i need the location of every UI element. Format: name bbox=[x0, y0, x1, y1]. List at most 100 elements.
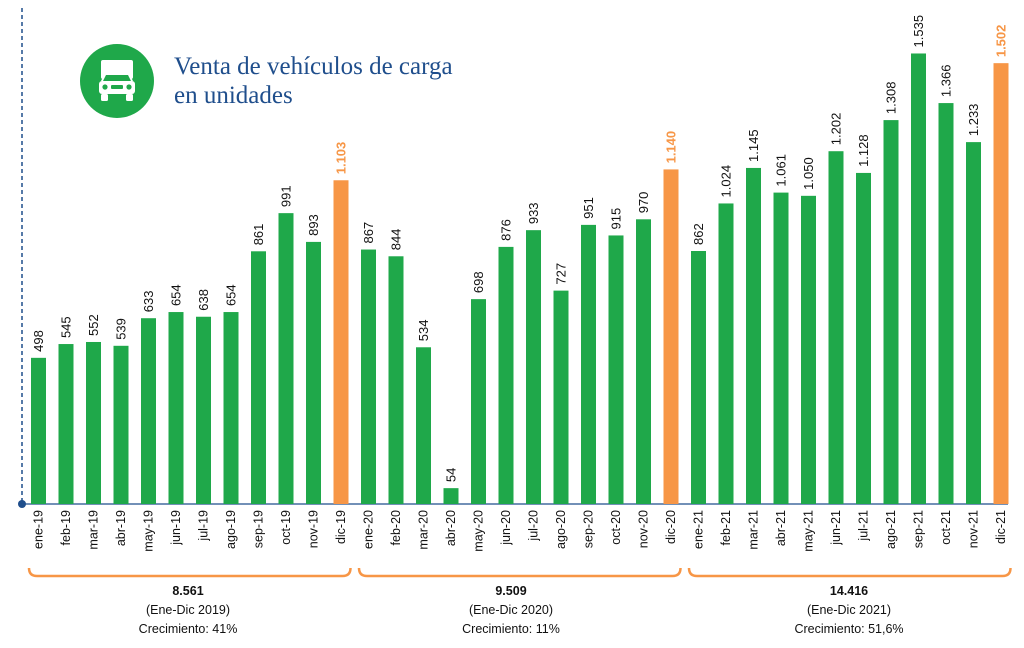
bar-mar-21 bbox=[746, 167, 761, 504]
value-label-nov-21: 1.233 bbox=[966, 104, 981, 137]
summary-total: 9.509 bbox=[495, 584, 527, 598]
value-label-may-19: 633 bbox=[141, 291, 156, 313]
value-label-feb-20: 844 bbox=[389, 229, 404, 251]
value-label-sep-21: 1.535 bbox=[911, 15, 926, 48]
tick-label-oct-19: oct-19 bbox=[279, 510, 293, 545]
bar-ago-21 bbox=[883, 120, 899, 505]
tick-label-jul-19: jul-19 bbox=[197, 510, 211, 542]
year-bracket-2020 bbox=[357, 567, 682, 578]
summary-2021: 14.416 (Ene-Dic 2021) Crecimiento: 51,6% bbox=[719, 582, 979, 639]
tick-label-abr-21: abr-21 bbox=[774, 510, 788, 546]
bar-may-20 bbox=[471, 299, 486, 504]
tick-label-oct-20: oct-20 bbox=[609, 510, 623, 545]
summary-growth: Crecimiento: 11% bbox=[462, 622, 560, 636]
bar-jul-20 bbox=[526, 230, 541, 505]
tick-label-abr-20: abr-20 bbox=[444, 510, 458, 546]
value-label-ene-21: 862 bbox=[691, 223, 706, 245]
value-label-may-20: 698 bbox=[471, 271, 486, 293]
value-label-jul-19: 638 bbox=[196, 289, 211, 311]
value-label-abr-19: 539 bbox=[114, 318, 129, 340]
value-label-mar-21: 1.145 bbox=[746, 129, 761, 162]
bar-ago-19 bbox=[223, 312, 239, 504]
bar-oct-20 bbox=[608, 235, 624, 504]
tick-label-ene-21: ene-21 bbox=[692, 510, 706, 549]
tick-label-may-21: may-21 bbox=[802, 510, 816, 552]
summary-period: (Ene-Dic 2019) bbox=[145, 603, 231, 617]
year-bracket-2019 bbox=[27, 567, 352, 578]
value-label-ago-21: 1.308 bbox=[884, 82, 899, 115]
tick-label-oct-21: oct-21 bbox=[939, 510, 953, 545]
value-label-oct-21: 1.366 bbox=[939, 65, 954, 98]
bar-dic-20 bbox=[663, 169, 679, 504]
tick-label-dic-21: dic-21 bbox=[994, 510, 1008, 544]
tick-label-dic-20: dic-20 bbox=[664, 510, 678, 544]
tick-label-jul-20: jul-20 bbox=[527, 510, 541, 542]
value-label-dic-20: 1.140 bbox=[664, 131, 679, 164]
value-label-nov-20: 970 bbox=[636, 192, 651, 214]
chart-title-line-1: Venta de vehículos de carga bbox=[174, 53, 453, 80]
bar-feb-21 bbox=[718, 203, 734, 504]
value-label-may-21: 1.050 bbox=[801, 157, 816, 190]
tick-label-nov-19: nov-19 bbox=[307, 510, 321, 548]
value-label-feb-21: 1.024 bbox=[719, 165, 734, 198]
year-bracket-2021 bbox=[687, 567, 1012, 578]
truck-icon bbox=[80, 44, 154, 118]
bar-nov-19 bbox=[306, 241, 321, 505]
chart-title-block: Venta de vehículos de carga en unidades bbox=[80, 44, 453, 118]
bar-ene-19 bbox=[31, 357, 46, 504]
tick-label-ene-19: ene-19 bbox=[32, 510, 46, 549]
tick-label-sep-21: sep-21 bbox=[912, 510, 926, 548]
value-label-oct-19: 991 bbox=[279, 185, 294, 207]
tick-label-ago-20: ago-20 bbox=[554, 510, 568, 549]
bar-abr-21 bbox=[773, 192, 789, 504]
tick-label-sep-20: sep-20 bbox=[582, 510, 596, 548]
bar-jul-21 bbox=[856, 172, 871, 504]
bar-nov-21 bbox=[966, 142, 981, 504]
value-label-dic-19: 1.103 bbox=[334, 142, 349, 175]
bar-may-19 bbox=[141, 318, 156, 504]
summary-total: 14.416 bbox=[829, 584, 869, 598]
value-label-jul-20: 933 bbox=[526, 202, 541, 224]
bar-sep-19 bbox=[251, 251, 266, 504]
value-label-mar-20: 534 bbox=[416, 320, 431, 342]
axis-origin-dot bbox=[18, 500, 26, 508]
summary-growth: Crecimiento: 41% bbox=[138, 622, 238, 636]
bar-jun-21 bbox=[828, 151, 844, 504]
tick-label-ago-21: ago-21 bbox=[884, 510, 898, 549]
value-label-feb-19: 545 bbox=[59, 316, 74, 338]
tick-label-nov-21: nov-21 bbox=[967, 510, 981, 548]
chart-title: Venta de vehículos de carga en unidades bbox=[174, 52, 453, 110]
tick-label-ene-20: ene-20 bbox=[362, 510, 376, 549]
summary-growth: Crecimiento: 51,6% bbox=[794, 622, 904, 636]
tick-label-jun-20: jun-20 bbox=[499, 510, 513, 546]
bar-abr-20 bbox=[443, 488, 459, 504]
bar-ene-21 bbox=[691, 251, 706, 504]
tick-label-jun-19: jun-19 bbox=[169, 510, 183, 546]
value-label-ene-20: 867 bbox=[361, 222, 376, 244]
bar-jun-20 bbox=[498, 246, 514, 505]
tick-label-nov-20: nov-20 bbox=[637, 510, 651, 548]
summary-period: (Ene-Dic 2021) bbox=[806, 603, 892, 617]
tick-label-ago-19: ago-19 bbox=[224, 510, 238, 549]
year-brackets bbox=[27, 567, 1012, 578]
bar-mar-19 bbox=[86, 341, 101, 504]
bars-group: 498 ene-19 545 feb-19 552 mar-19 539 abr-19 633 m… bbox=[31, 15, 1009, 552]
value-label-abr-21: 1.061 bbox=[774, 154, 789, 187]
tick-label-mar-19: mar-19 bbox=[87, 510, 101, 550]
tick-label-jul-21: jul-21 bbox=[857, 510, 871, 542]
tick-label-mar-20: mar-20 bbox=[417, 510, 431, 550]
tick-label-feb-20: feb-20 bbox=[389, 510, 403, 545]
summary-2020: 9.509 (Ene-Dic 2020) Crecimiento: 11% bbox=[381, 582, 641, 639]
value-label-dic-21: 1.502 bbox=[994, 25, 1009, 58]
value-label-oct-20: 915 bbox=[609, 208, 624, 230]
value-label-ago-19: 654 bbox=[224, 284, 239, 306]
bar-may-21 bbox=[801, 195, 816, 504]
summary-2019: 8.561 (Ene-Dic 2019) Crecimiento: 41% bbox=[58, 582, 318, 639]
bar-jul-19 bbox=[196, 316, 211, 504]
value-label-sep-20: 951 bbox=[581, 197, 596, 219]
tick-label-dic-19: dic-19 bbox=[334, 510, 348, 544]
bar-dic-21 bbox=[993, 63, 1009, 505]
bar-dic-19 bbox=[333, 180, 349, 504]
tick-label-feb-21: feb-21 bbox=[719, 510, 733, 545]
